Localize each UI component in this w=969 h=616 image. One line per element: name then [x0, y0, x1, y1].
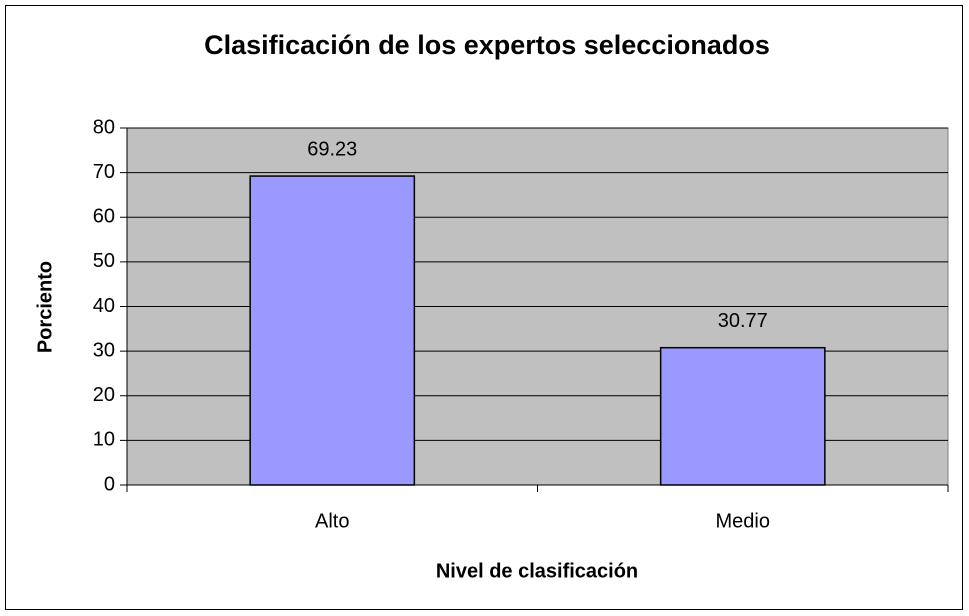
chart-title: Clasificación de los expertos selecciona… [204, 30, 770, 60]
y-axis-title: Porciento [34, 261, 56, 353]
x-tick-label: Alto [315, 510, 349, 532]
bar [659, 346, 826, 486]
y-tick-label: 70 [93, 161, 115, 183]
data-label: 69.23 [307, 138, 357, 160]
y-tick-label: 30 [93, 339, 115, 361]
y-tick-label: 80 [93, 116, 115, 138]
x-axis-title: Nivel de clasificación [436, 560, 638, 582]
y-tick-label: 60 [93, 206, 115, 228]
bar [249, 175, 416, 486]
y-tick-label: 10 [93, 429, 115, 451]
y-tick-label: 0 [104, 473, 115, 495]
y-tick-label: 40 [93, 295, 115, 317]
x-tick-label: Medio [716, 510, 770, 532]
data-label: 30.77 [718, 310, 768, 332]
y-tick-label: 20 [93, 384, 115, 406]
y-tick-label: 50 [93, 250, 115, 272]
